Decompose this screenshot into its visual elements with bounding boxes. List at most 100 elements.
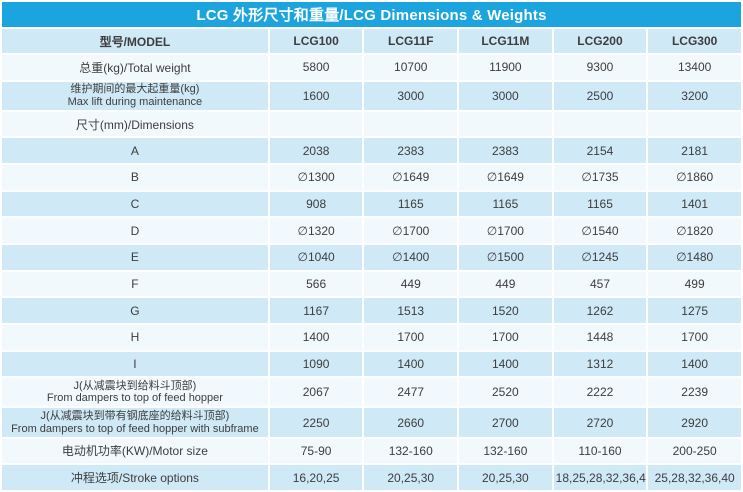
row-label-cell: 冲程选项/Stroke options [2,465,268,490]
value-cell: 2920 [648,408,741,437]
value-cell: 132-160 [364,438,458,464]
value-cell: ∅1700 [364,218,458,244]
value-cell: 2181 [648,138,741,164]
value-cell: ∅1500 [459,245,552,270]
value-cell: 2383 [459,138,552,164]
row-label-cell: H [2,325,268,350]
row-label-zh: J(从减震块到带有钢底座的给料斗顶部) [40,409,230,422]
value-cell: 1165 [459,191,552,217]
row-label-cell: F [2,271,268,297]
value-cell: 457 [553,271,647,297]
column-header-lcg11m: LCG11M [459,29,552,53]
value-cell: 2154 [553,138,647,164]
value-cell: 20,25,30 [459,465,552,490]
row-label-zh: J(从减震块到给料斗顶部) [73,379,197,392]
row-label-cell: E [2,245,268,270]
table-row: 维护期间的最大起重量(kg) Max lift during maintenanc… [2,81,741,110]
value-cell: 18,25,28,32,36,40 [553,465,647,490]
value-cell: 1700 [648,325,741,350]
value-cell: 3000 [364,81,458,110]
value-cell: ∅1400 [364,245,458,270]
value-cell [269,111,363,137]
table-row: G 1167 1513 1520 1262 1275 [2,298,741,324]
value-cell [648,111,741,137]
value-cell: ∅1860 [648,165,741,190]
value-cell: ∅1480 [648,245,741,270]
value-cell: 1090 [269,351,363,377]
value-cell: 1400 [648,351,741,377]
value-cell: ∅1245 [553,245,647,270]
row-label-en: From dampers to top of feed hopper [46,392,223,405]
table-row: 电动机功率(KW)/Motor size 75-90 132-160 132-160 1… [2,438,741,464]
table-title-row: LCG 外形尺寸和重量/LCG Dimensions & Weights [2,2,741,27]
value-cell: 1513 [364,298,458,324]
value-cell: ∅1735 [553,165,647,190]
table-title: LCG 外形尺寸和重量/LCG Dimensions & Weights [2,2,741,27]
table-row: F 566 449 449 457 499 [2,271,741,297]
value-cell: 1165 [364,191,458,217]
value-cell: 1448 [553,325,647,350]
value-cell: 1400 [269,325,363,350]
value-cell: ∅1649 [364,165,458,190]
table-row: 冲程选项/Stroke options 16,20,25 20,25,30 20,25… [2,465,741,490]
table-row: A 2038 2383 2383 2154 2181 [2,138,741,164]
value-cell: 132-160 [459,438,552,464]
value-cell: ∅1320 [269,218,363,244]
value-cell: 25,28,32,36,40 [648,465,741,490]
table-row: 总重(kg)/Total weight 5800 10700 11900 9300 134… [2,55,741,80]
row-label-cell: A [2,138,268,164]
value-cell: 20,25,30 [364,465,458,490]
row-label-cell: I [2,351,268,377]
model-header-cell: 型号/MODEL [2,29,268,53]
value-cell: ∅1040 [269,245,363,270]
value-cell: 449 [459,271,552,297]
value-cell: 75-90 [269,438,363,464]
value-cell: ∅1300 [269,165,363,190]
value-cell: 1275 [648,298,741,324]
column-header-lcg300: LCG300 [648,29,741,53]
value-cell: 2250 [269,408,363,437]
value-cell: 1400 [459,351,552,377]
value-cell: 110-160 [553,438,647,464]
value-cell: 2720 [553,408,647,437]
table-row: 尺寸(mm)/Dimensions [2,111,741,137]
value-cell: 2222 [553,378,647,407]
table-header-row: 型号/MODEL LCG100 LCG11F LCG11M LCG200 LCG… [2,29,741,53]
value-cell [553,111,647,137]
row-label-cell: 尺寸(mm)/Dimensions [2,111,268,137]
value-cell: 2520 [459,378,552,407]
value-cell: 1520 [459,298,552,324]
row-label-cell: 维护期间的最大起重量(kg) Max lift during maintenanc… [2,81,268,110]
table-row: J(从减震块到给料斗顶部) From dampers to top of feed… [2,378,741,407]
column-header-lcg200: LCG200 [553,29,647,53]
value-cell: 200-250 [648,438,741,464]
row-label-cell: C [2,191,268,217]
value-cell: ∅1820 [648,218,741,244]
value-cell: 1262 [553,298,647,324]
value-cell: ∅1700 [459,218,552,244]
value-cell: 1165 [553,191,647,217]
value-cell: 566 [269,271,363,297]
table-row: J(从减震块到带有钢底座的给料斗顶部) From dampers to top o… [2,408,741,437]
value-cell: 11900 [459,55,552,80]
value-cell [459,111,552,137]
value-cell: 1400 [364,351,458,377]
table-row: D ∅1320 ∅1700 ∅1700 ∅1540 ∅1820 [2,218,741,244]
value-cell: 2477 [364,378,458,407]
value-cell: 1167 [269,298,363,324]
value-cell: 9300 [553,55,647,80]
table-body: 总重(kg)/Total weight 5800 10700 11900 9300 134… [2,55,741,490]
table-row: C 908 1165 1165 1165 1401 [2,191,741,217]
value-cell [364,111,458,137]
table-row: E ∅1040 ∅1400 ∅1500 ∅1245 ∅1480 [2,245,741,270]
value-cell: 2500 [553,81,647,110]
table-row: H 1400 1700 1700 1448 1700 [2,325,741,350]
row-label-cell: 总重(kg)/Total weight [2,55,268,80]
row-label-cell: B [2,165,268,190]
value-cell: 1600 [269,81,363,110]
row-label-cell: J(从减震块到给料斗顶部) From dampers to top of feed… [2,378,268,407]
value-cell: 13400 [648,55,741,80]
value-cell: 3000 [459,81,552,110]
row-label-cell: D [2,218,268,244]
